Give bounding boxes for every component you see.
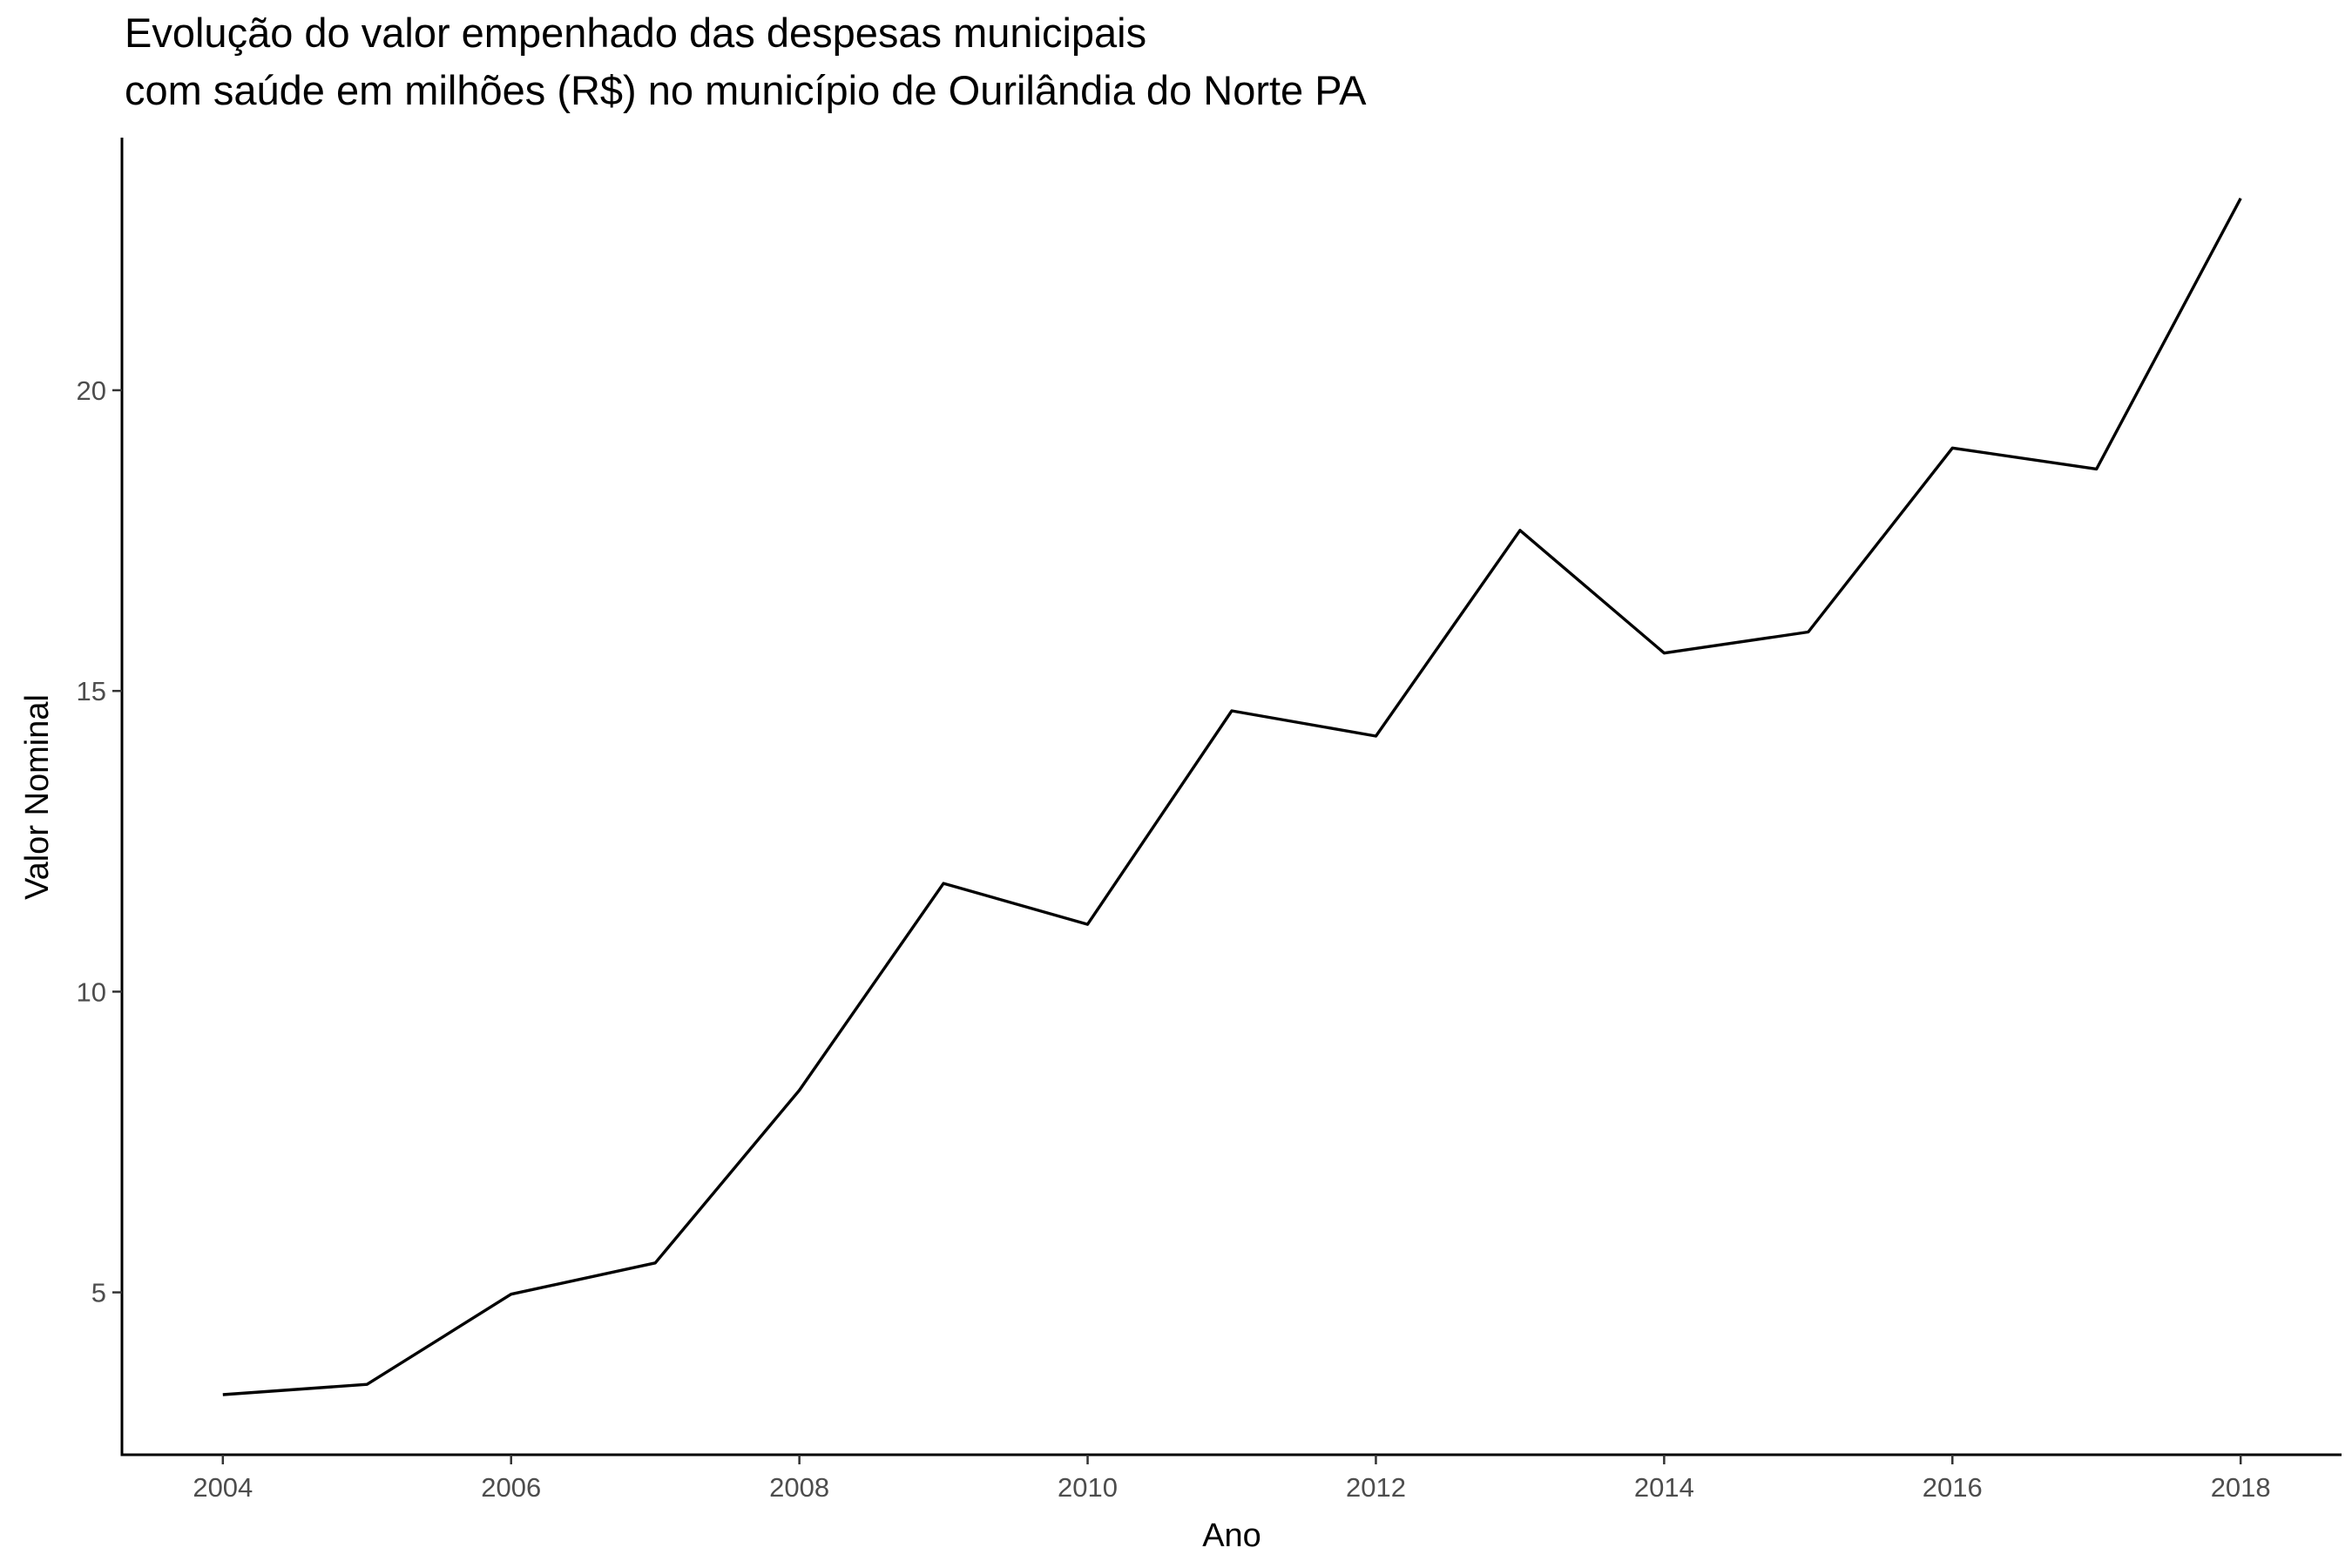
y-axis-ticks: 5 10 15 20 — [77, 375, 122, 1308]
x-tick-label: 2004 — [193, 1472, 253, 1503]
y-tick-label: 15 — [77, 676, 106, 706]
y-tick-label: 5 — [91, 1278, 106, 1308]
x-tick-label: 2008 — [769, 1472, 829, 1503]
series-line — [222, 197, 2242, 1396]
x-tick-label: 2014 — [1634, 1472, 1694, 1503]
x-tick-label: 2006 — [481, 1472, 541, 1503]
x-tick-label: 2018 — [2211, 1472, 2271, 1503]
y-tick-label: 10 — [77, 977, 106, 1007]
x-tick-label: 2012 — [1346, 1472, 1406, 1503]
x-axis-ticks: 2004 2006 2008 2010 2012 2014 2016 2018 — [193, 1455, 2271, 1503]
x-tick-label: 2016 — [1923, 1472, 1983, 1503]
chart-title-line-2: com saúde em milhões (R$) no município d… — [125, 67, 1367, 113]
y-axis-title: Valor Nominal — [19, 694, 56, 900]
y-tick-label: 20 — [77, 375, 106, 406]
plot-area — [222, 197, 2242, 1396]
x-axis-title: Ano — [1202, 1517, 1261, 1554]
chart-title-line-1: Evolução do valor empenhado das despesas… — [125, 10, 1146, 56]
x-tick-label: 2010 — [1058, 1472, 1118, 1503]
